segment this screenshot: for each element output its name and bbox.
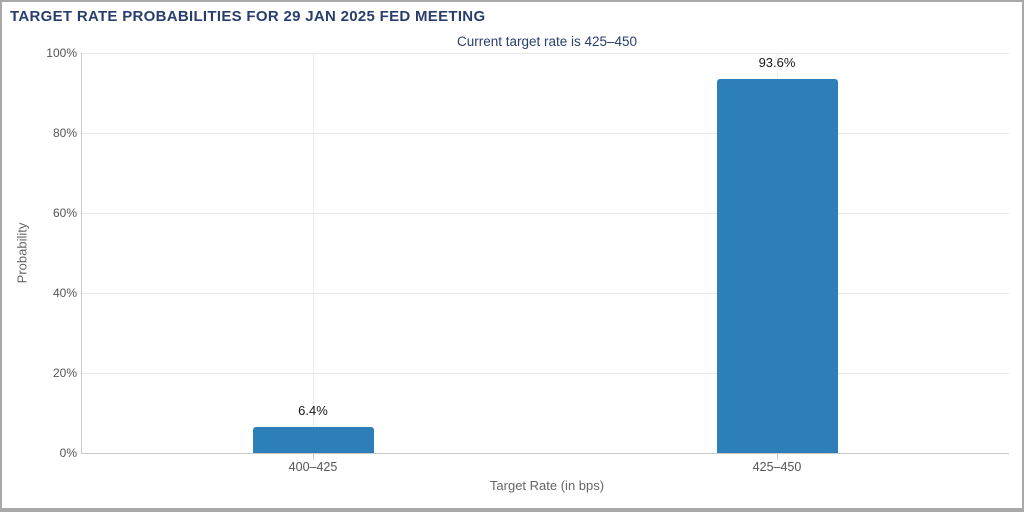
y-gridline-80: [81, 133, 1009, 134]
y-tick-label-100: 100%: [46, 46, 77, 60]
category-gridline-0: [313, 53, 314, 453]
y-tick-label-80: 80%: [52, 126, 77, 140]
y-axis-line: [81, 53, 82, 453]
bar-value-label-1: 93.6%: [758, 54, 796, 70]
x-axis-title: Target Rate (in bps): [489, 478, 605, 493]
x-axis-line: [81, 453, 1009, 454]
y-tick-label-40: 40%: [52, 286, 77, 300]
x-axis-tick-1: [777, 454, 778, 460]
y-gridline-20: [81, 373, 1009, 374]
y-tick-label-20: 20%: [52, 366, 77, 380]
category-label-0: 400–425: [288, 460, 338, 474]
y-axis-title: Probability: [14, 222, 30, 284]
x-axis-tick-0: [313, 454, 314, 460]
y-tick-label-0: 0%: [59, 446, 77, 460]
y-gridline-100: [81, 53, 1009, 54]
bar-value-label-0: 6.4%: [298, 403, 328, 419]
probability-bar-1[interactable]: [716, 78, 838, 453]
category-label-1: 425–450: [752, 460, 802, 474]
y-gridline-40: [81, 293, 1009, 294]
probability-bar-0[interactable]: [252, 427, 374, 453]
chart-title: TARGET RATE PROBABILITIES FOR 29 JAN 202…: [10, 8, 486, 25]
y-gridline-60: [81, 213, 1009, 214]
chart-subtitle: Current target rate is 425–450: [456, 34, 638, 49]
y-tick-label-60: 60%: [52, 206, 77, 220]
